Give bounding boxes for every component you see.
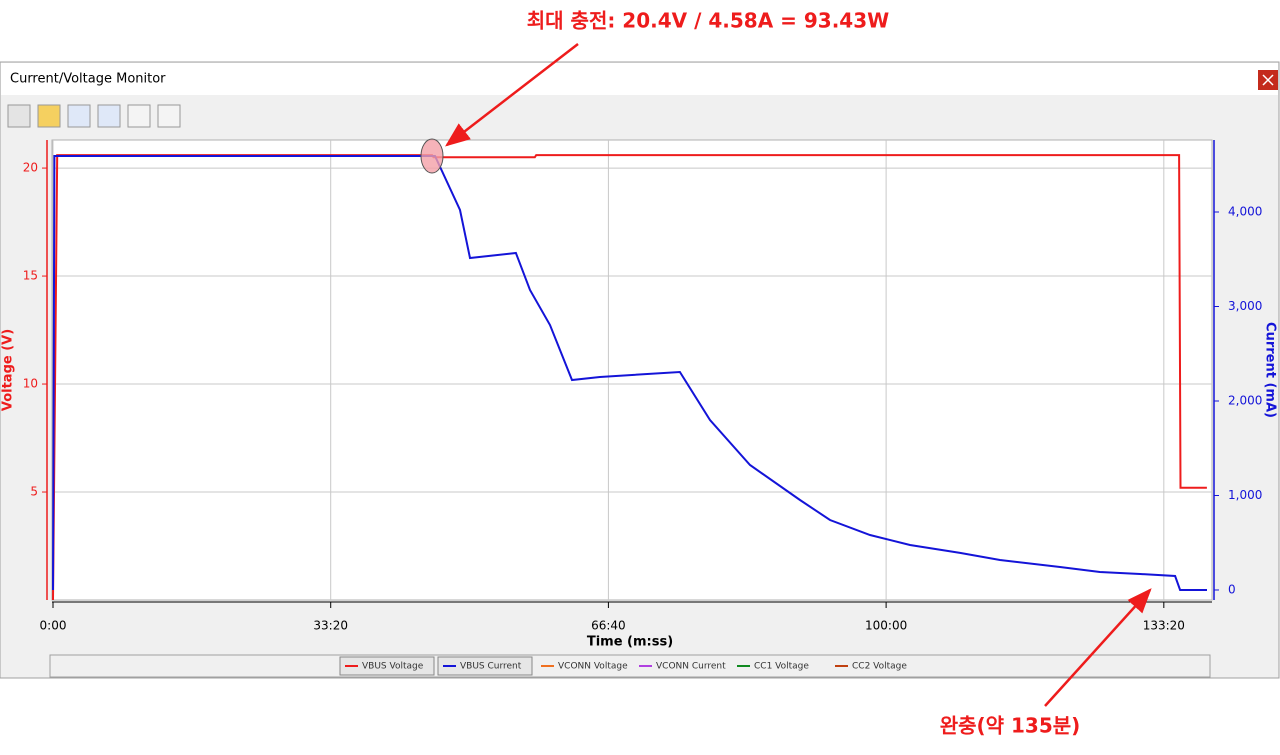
x-tick-label: 100:00 bbox=[865, 619, 907, 633]
x-tick-label: 33:20 bbox=[313, 619, 348, 633]
legend-label: VCONN Voltage bbox=[558, 662, 628, 672]
y2-tick-label: 2,000 bbox=[1228, 393, 1262, 407]
arrow-bottom bbox=[1044, 588, 1152, 707]
legend-item[interactable] bbox=[437, 656, 533, 676]
tool-zoom-in[interactable] bbox=[67, 104, 91, 128]
tool-save[interactable] bbox=[37, 104, 61, 128]
y-axis-title: Voltage (V) bbox=[1, 329, 16, 411]
window-title: Current/Voltage Monitor bbox=[10, 72, 166, 87]
y2-tick-label: 0 bbox=[1228, 582, 1236, 596]
legend-label: CC1 Voltage bbox=[754, 662, 809, 672]
legend-label: CC2 Voltage bbox=[852, 662, 907, 672]
tool-zoom-fit[interactable] bbox=[97, 104, 121, 128]
legend-item[interactable] bbox=[339, 656, 435, 676]
x-tick-label: 133:20 bbox=[1143, 619, 1185, 633]
y-tick-label: 5 bbox=[30, 485, 38, 499]
tool-cursor[interactable] bbox=[127, 104, 151, 128]
plot-area bbox=[51, 139, 1213, 601]
close-button[interactable] bbox=[1258, 70, 1278, 90]
x-tick-label: 66:40 bbox=[591, 619, 626, 633]
y2-tick-label: 3,000 bbox=[1228, 299, 1262, 313]
title-bar bbox=[1, 63, 1278, 95]
annotation-bottom: 완충(약 135분) bbox=[940, 714, 1081, 738]
legend-label: VBUS Current bbox=[460, 662, 522, 672]
y-tick-label: 15 bbox=[23, 269, 38, 283]
plot: 0:00 33:20 66:40 100:00 133:20 5 10 15 20 0 1,000 2… bbox=[23, 140, 1262, 633]
y2-tick-label: 1,000 bbox=[1228, 488, 1262, 502]
legend-label: VCONN Current bbox=[656, 662, 726, 672]
y-tick-label: 10 bbox=[23, 377, 38, 391]
y-tick-label: 20 bbox=[23, 161, 38, 175]
tool-print[interactable] bbox=[7, 104, 31, 128]
toolbar bbox=[7, 104, 181, 128]
x-axis-title: Time (m:ss) bbox=[587, 635, 673, 650]
legend bbox=[49, 654, 1211, 678]
highlight-ellipse bbox=[420, 138, 444, 174]
tool-scale[interactable] bbox=[157, 104, 181, 128]
series-line bbox=[52, 155, 1207, 591]
y2-axis-title: Current (mA) bbox=[1263, 322, 1278, 418]
annotation-top: 최대 충전: 20.4V / 4.58A = 93.43W bbox=[527, 9, 889, 33]
y2-tick-label: 4,000 bbox=[1228, 205, 1262, 219]
arrow-top bbox=[445, 43, 579, 147]
legend-label: VBUS Voltage bbox=[362, 662, 424, 672]
x-tick-label: 0:00 bbox=[40, 619, 67, 633]
